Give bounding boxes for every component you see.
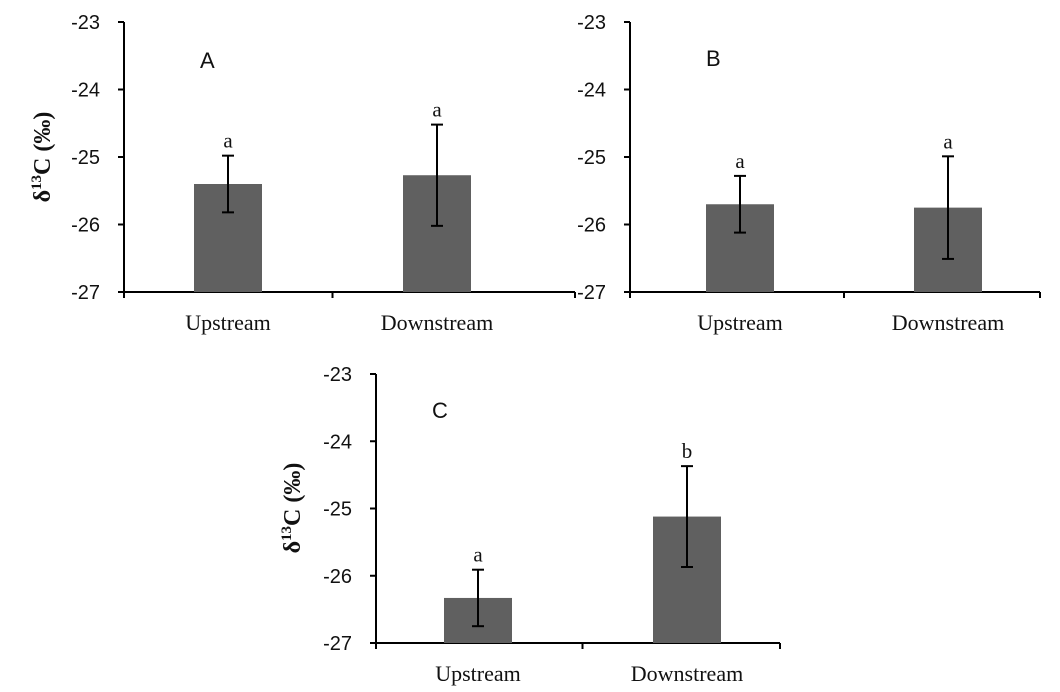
y-tick-label: -24 bbox=[323, 431, 352, 453]
significance-label: b bbox=[682, 439, 693, 463]
significance-label: a bbox=[432, 98, 442, 122]
category-label: Downstream bbox=[892, 310, 1004, 335]
y-tick-label: -24 bbox=[577, 80, 606, 102]
category-label: Upstream bbox=[185, 310, 271, 335]
y-tick-label: -25 bbox=[323, 499, 352, 521]
y-axis-label: δ13C (‰) bbox=[279, 463, 306, 554]
significance-label: a bbox=[473, 543, 483, 567]
category-label: Upstream bbox=[697, 310, 783, 335]
chart-panel-b: -27 -26 -25 -24 -23 a Upstream a Downstream B bbox=[577, 12, 1041, 335]
panel-letter: C bbox=[432, 398, 448, 423]
significance-label: a bbox=[223, 129, 233, 153]
panel-letter: B bbox=[706, 46, 721, 71]
category-label: Upstream bbox=[435, 661, 521, 686]
y-tick-label: -27 bbox=[71, 282, 100, 304]
y-tick-label: -26 bbox=[71, 215, 100, 237]
y-tick-label: -26 bbox=[577, 215, 606, 237]
significance-label: a bbox=[735, 149, 745, 173]
chart-panel-a: -27 -26 -25 -24 -23 a Upstream a Downstream Aδ13C… bbox=[29, 12, 576, 335]
y-axis-label: δ13C (‰) bbox=[29, 112, 56, 203]
y-tick-label: -24 bbox=[71, 80, 100, 102]
y-tick-label: -25 bbox=[71, 147, 100, 169]
y-tick-label: -23 bbox=[323, 364, 352, 386]
category-label: Downstream bbox=[381, 310, 493, 335]
y-tick-label: -23 bbox=[71, 12, 100, 34]
significance-label: a bbox=[943, 129, 953, 153]
category-label: Downstream bbox=[631, 661, 743, 686]
chart-panel-c: -27 -26 -25 -24 -23 a Upstream b Downstream Cδ13C… bbox=[279, 364, 781, 686]
y-tick-label: -27 bbox=[323, 633, 352, 655]
y-tick-label: -26 bbox=[323, 566, 352, 588]
y-tick-label: -23 bbox=[577, 12, 606, 34]
panel-letter: A bbox=[200, 48, 215, 73]
y-tick-label: -27 bbox=[577, 282, 606, 304]
y-tick-label: -25 bbox=[577, 147, 606, 169]
